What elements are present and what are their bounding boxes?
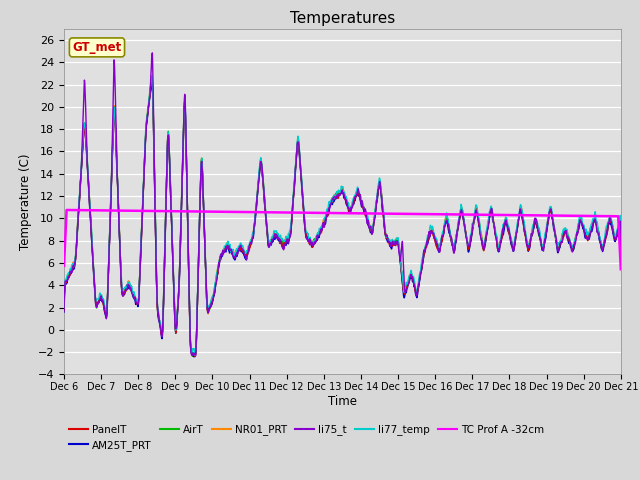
Title: Temperatures: Temperatures xyxy=(290,11,395,26)
Text: GT_met: GT_met xyxy=(72,41,122,54)
Y-axis label: Temperature (C): Temperature (C) xyxy=(19,153,32,250)
X-axis label: Time: Time xyxy=(328,395,357,408)
Legend: PanelT, AM25T_PRT, AirT, NR01_PRT, li75_t, li77_temp, TC Prof A -32cm: PanelT, AM25T_PRT, AirT, NR01_PRT, li75_… xyxy=(69,424,545,451)
